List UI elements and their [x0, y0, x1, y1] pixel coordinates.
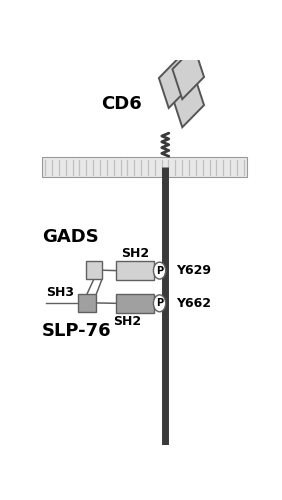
Bar: [116, 261, 154, 280]
Text: P: P: [156, 298, 163, 308]
Text: SH2: SH2: [121, 247, 149, 260]
Ellipse shape: [153, 295, 166, 312]
Bar: [78, 294, 96, 312]
Text: SLP-76: SLP-76: [42, 322, 111, 340]
Polygon shape: [172, 75, 204, 128]
Polygon shape: [172, 47, 204, 99]
Polygon shape: [159, 56, 190, 108]
Text: SH2: SH2: [113, 316, 141, 328]
Text: GADS: GADS: [42, 228, 98, 246]
Text: P: P: [156, 266, 163, 276]
Bar: [116, 294, 154, 313]
Bar: [85, 261, 102, 280]
Bar: [42, 158, 247, 178]
Text: SH3: SH3: [46, 286, 74, 298]
Text: CD6: CD6: [101, 96, 142, 114]
Text: Y629: Y629: [176, 264, 211, 277]
Ellipse shape: [153, 262, 166, 279]
Text: Y662: Y662: [176, 297, 211, 310]
